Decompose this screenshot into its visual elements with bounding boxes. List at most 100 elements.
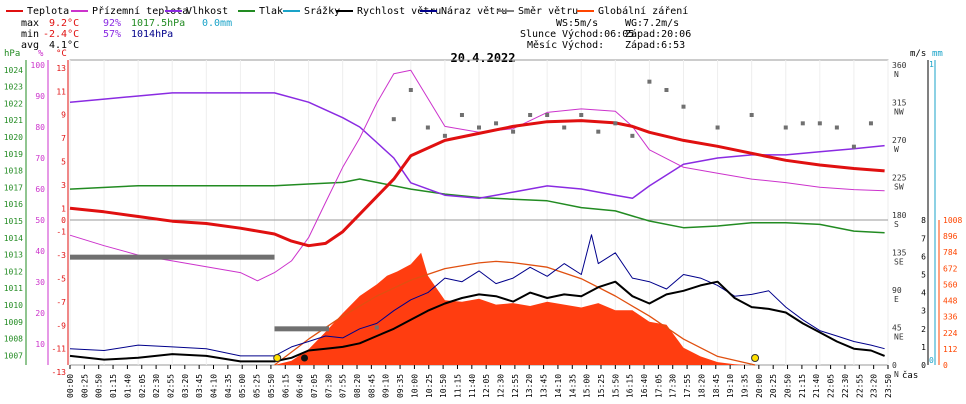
x-tick-label: 14:10 bbox=[554, 374, 563, 398]
x-tick-label: 22:05 bbox=[827, 374, 836, 398]
sun-label: Slunce bbox=[520, 29, 556, 40]
x-tick-label: 05:50 bbox=[267, 374, 276, 398]
x-tick-label: 00:25 bbox=[80, 374, 89, 398]
x-tick-label: 07:55 bbox=[339, 374, 348, 398]
x-tick-label: 17:30 bbox=[669, 374, 678, 398]
hpa-tick-label: 1014 bbox=[4, 234, 23, 243]
dir-point bbox=[664, 88, 669, 92]
wm2-tick-label: 112 bbox=[943, 345, 958, 354]
hpa-tick-label: 1013 bbox=[4, 251, 23, 260]
x-tick-label: 10:00 bbox=[410, 374, 419, 398]
dir-point bbox=[511, 129, 516, 134]
dir-point bbox=[681, 104, 686, 109]
x-tick-label: 09:10 bbox=[382, 374, 391, 398]
dir-point bbox=[783, 125, 788, 130]
x-tick-label: 02:30 bbox=[152, 374, 161, 398]
x-tick-label: 01:15 bbox=[109, 374, 118, 398]
dir-tick-label: 180 bbox=[892, 211, 907, 220]
ms-axis-label: m/s bbox=[910, 49, 926, 59]
dir-point bbox=[613, 121, 618, 126]
dir-point bbox=[715, 125, 720, 130]
dir-tick-cardinal: N bbox=[894, 70, 899, 79]
dir-tick-label: 315 bbox=[892, 99, 907, 108]
stat-min-hum: 57% bbox=[103, 29, 121, 40]
hpa-tick-label: 1011 bbox=[4, 284, 23, 293]
dir-point bbox=[391, 117, 396, 122]
wm2-tick-label: 672 bbox=[943, 264, 958, 273]
x-tick-label: 11:40 bbox=[468, 374, 477, 398]
hpa-tick-label: 1018 bbox=[4, 167, 23, 176]
wind-speed-info: WS:5m/s bbox=[556, 18, 598, 29]
x-tick-label: 10:25 bbox=[425, 374, 434, 398]
x-tick-label: 01:40 bbox=[123, 374, 132, 398]
x-tick-label: 14:35 bbox=[568, 374, 577, 398]
x-tick-label: 05:00 bbox=[238, 374, 247, 398]
stats-box: max 9.2°C 92% 1017.5hPa 0.0mm min -2.4°C… bbox=[21, 18, 232, 51]
x-tick-label: 20:25 bbox=[769, 374, 778, 398]
legend-label-3: Tlak bbox=[259, 6, 283, 17]
sun-rise: Východ:06:05 bbox=[562, 28, 634, 40]
dir-point bbox=[800, 121, 805, 126]
temp-tick-label: 13 bbox=[56, 64, 66, 73]
hpa-tick-label: 1019 bbox=[4, 150, 23, 159]
legend-label-6: Náraz větru bbox=[441, 5, 507, 17]
x-tick-label: 20:00 bbox=[755, 374, 764, 398]
ms-tick-label: 2 bbox=[921, 325, 926, 334]
stat-max-rain: 0.0mm bbox=[202, 18, 232, 29]
stat-max-label: max bbox=[21, 18, 39, 29]
dir-point bbox=[425, 125, 430, 130]
plot-area bbox=[69, 69, 885, 366]
dir-point bbox=[374, 325, 379, 330]
x-axis: 00:00 00:25 00:50 01:15 01:40 02:05 02:30 02:55… bbox=[66, 365, 918, 398]
stat-min-temp: -2.4°C bbox=[43, 29, 79, 40]
wm2-tick-label: 336 bbox=[943, 313, 958, 322]
series-humidity bbox=[69, 92, 885, 200]
dir-point bbox=[442, 133, 447, 138]
x-tick-label: 04:10 bbox=[210, 374, 219, 398]
hpa-tick-label: 1009 bbox=[4, 318, 23, 327]
temp-tick-label: 1 bbox=[61, 204, 66, 213]
pct-tick-label: 60 bbox=[35, 185, 45, 194]
x-tick-label: 07:30 bbox=[324, 374, 333, 398]
temp-tick-label: 0 bbox=[61, 216, 66, 225]
dir-point bbox=[494, 121, 499, 126]
ms-tick-label: 0 bbox=[921, 361, 926, 370]
dir-tick-cardinal: SE bbox=[894, 258, 904, 267]
series-ground-temp bbox=[69, 69, 885, 282]
dir-point bbox=[562, 125, 567, 130]
x-tick-label: 19:35 bbox=[740, 374, 749, 398]
ms-tick-label: 8 bbox=[921, 216, 926, 225]
pct-tick-label: 100 bbox=[31, 61, 46, 70]
x-tick-label: 06:40 bbox=[296, 374, 305, 398]
x-tick-label: 23:50 bbox=[884, 374, 893, 398]
dir-tick-label: 135 bbox=[892, 249, 907, 258]
series-wind-speed bbox=[69, 280, 885, 363]
x-tick-label: 15:00 bbox=[583, 374, 592, 398]
legend-label-0: Teplota bbox=[27, 6, 69, 17]
dir-point bbox=[630, 133, 635, 138]
sun-moon-info: WS:5m/s WG:7.2m/s Slunce Východ:06:05 Zá… bbox=[520, 18, 691, 51]
moonset-marker bbox=[300, 354, 308, 362]
stat-max-temp: 9.2°C bbox=[49, 18, 79, 29]
x-tick-label: 16:15 bbox=[626, 374, 635, 398]
legend-label-1: Přízemní teplota bbox=[92, 5, 188, 17]
dir-tick-cardinal: NE bbox=[894, 333, 904, 342]
dir-tick-label: 45 bbox=[892, 324, 902, 333]
mm-tick-label: 0 bbox=[929, 356, 934, 365]
legend-label-8: Globální záření bbox=[598, 5, 688, 17]
pct-tick-label: 50 bbox=[35, 216, 45, 225]
x-tick-label: 11:15 bbox=[453, 374, 462, 398]
stat-min-press: 1014hPa bbox=[131, 29, 173, 40]
temp-tick-label: -5 bbox=[56, 275, 66, 284]
temp-tick-label: 9 bbox=[61, 111, 66, 120]
x-tick-label: 13:45 bbox=[540, 374, 549, 398]
x-tick-label: 12:30 bbox=[497, 374, 506, 398]
series-radiation-area bbox=[274, 252, 749, 365]
x-tick-label: 02:55 bbox=[166, 374, 175, 398]
x-tick-label: 00:50 bbox=[95, 374, 104, 398]
x-tick-label: 13:20 bbox=[525, 374, 534, 398]
temp-tick-label: 11 bbox=[56, 87, 66, 96]
mm-axis-label: mm bbox=[932, 49, 943, 59]
